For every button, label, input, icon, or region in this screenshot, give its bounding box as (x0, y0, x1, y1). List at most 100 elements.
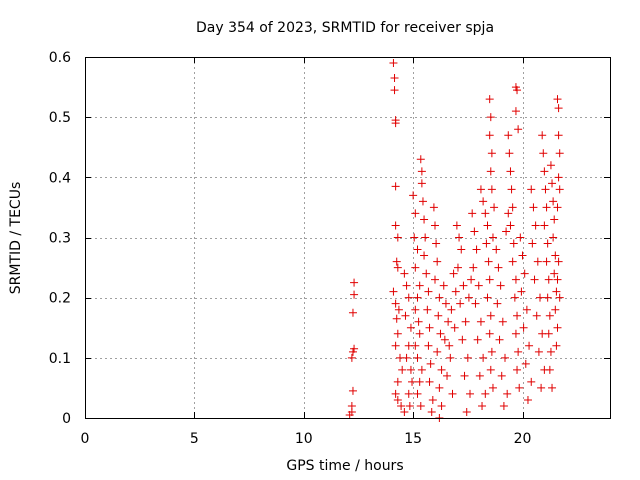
data-point (411, 209, 420, 218)
data-point (417, 167, 426, 176)
data-point (391, 341, 400, 350)
data-point (539, 149, 548, 158)
data-point (483, 293, 492, 302)
data-point (410, 233, 419, 242)
data-point (485, 95, 494, 104)
data-point (553, 95, 562, 104)
data-point (492, 245, 501, 254)
data-point (487, 149, 496, 158)
data-point (540, 221, 549, 230)
data-point (391, 119, 400, 128)
data-point (498, 317, 507, 326)
data-point (522, 305, 531, 314)
chart-title: Day 354 of 2023, SRMTID for receiver spj… (196, 20, 494, 36)
data-point (422, 269, 431, 278)
data-point (518, 251, 527, 260)
data-point (449, 269, 458, 278)
data-point (423, 305, 432, 314)
data-point (517, 287, 526, 296)
data-point (436, 329, 445, 338)
data-point (549, 197, 558, 206)
data-point (521, 359, 530, 368)
data-point (460, 371, 469, 380)
data-point (533, 257, 542, 266)
data-point (540, 167, 549, 176)
data-point (469, 263, 478, 272)
data-point (408, 377, 417, 386)
data-point (350, 290, 359, 299)
data-point (467, 275, 476, 284)
data-point (411, 263, 420, 272)
data-point (493, 299, 502, 308)
data-point (451, 287, 460, 296)
data-point (452, 221, 461, 230)
data-point (545, 365, 554, 374)
data-point (398, 365, 407, 374)
data-point (473, 335, 482, 344)
data-point (424, 341, 433, 350)
data-point (424, 287, 433, 296)
data-point (393, 395, 402, 404)
data-point (432, 239, 441, 248)
data-point (499, 401, 508, 410)
data-point (551, 305, 560, 314)
data-point (440, 335, 449, 344)
data-point (392, 257, 401, 266)
data-point (476, 317, 485, 326)
data-point (416, 401, 425, 410)
data-point (485, 131, 494, 140)
data-point (525, 341, 534, 350)
data-point (506, 221, 515, 230)
x-tick-labels: 0 5 10 15 20 (81, 431, 532, 447)
data-point (520, 269, 529, 278)
data-point (513, 311, 522, 320)
data-point (541, 185, 550, 194)
data-point (400, 269, 409, 278)
data-point (519, 323, 528, 332)
data-point (445, 341, 454, 350)
data-point (437, 401, 446, 410)
data-point (471, 299, 480, 308)
data-point (516, 233, 525, 242)
data-point (488, 233, 497, 242)
data-point (405, 401, 414, 410)
data-point (402, 281, 411, 290)
data-point (417, 365, 426, 374)
data-point (479, 353, 488, 362)
data-point (443, 371, 452, 380)
data-point (441, 299, 450, 308)
data-point (481, 389, 490, 398)
data-point (411, 341, 420, 350)
x-axis-label: GPS time / hours (286, 458, 403, 474)
data-point (553, 323, 562, 332)
data-point (511, 107, 520, 116)
data-point (528, 239, 537, 248)
data-point (475, 371, 484, 380)
data-point (416, 155, 425, 164)
data-point (488, 383, 497, 392)
data-point (497, 371, 506, 380)
data-point (485, 329, 494, 338)
data-point (461, 317, 470, 326)
data-point (394, 305, 403, 314)
data-point (548, 383, 557, 392)
data-point (495, 335, 504, 344)
data-point (506, 167, 515, 176)
data-point (463, 353, 472, 362)
data-point (472, 245, 481, 254)
data-point (437, 365, 446, 374)
data-point (459, 281, 468, 290)
data-point (397, 401, 406, 410)
y-tick-labels: 0 0.1 0.2 0.3 0.4 0.5 0.6 (49, 50, 71, 427)
data-point (474, 281, 483, 290)
data-point (513, 86, 522, 95)
data-point (390, 86, 399, 95)
data-point (348, 386, 357, 395)
data-point (393, 377, 402, 386)
data-point (392, 314, 401, 323)
data-point (485, 275, 494, 284)
data-point (482, 239, 491, 248)
data-point (391, 221, 400, 230)
data-point (486, 365, 495, 374)
data-point (515, 383, 524, 392)
